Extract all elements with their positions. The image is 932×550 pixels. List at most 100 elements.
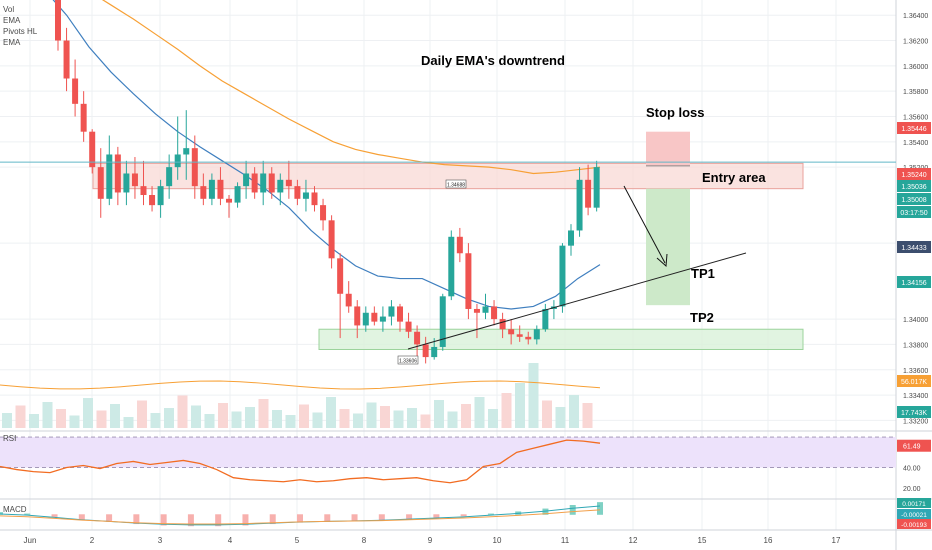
- macd-histogram-bar: [569, 505, 576, 515]
- macd-histogram-bar: [269, 514, 276, 525]
- signal-line: [0, 509, 601, 525]
- candle-body: [234, 186, 241, 203]
- ema-slow-line: [101, 0, 601, 175]
- y-tick-label: 1.35400: [903, 140, 928, 147]
- candle-body: [405, 321, 412, 332]
- candle-body: [533, 329, 540, 340]
- y-tick-label: 1.34000: [903, 317, 928, 324]
- price-tag: [897, 180, 931, 192]
- volume-bar: [353, 413, 363, 428]
- candle-body: [80, 103, 87, 132]
- legend-vol: Vol: [3, 5, 15, 14]
- ema-fast-line: [52, 0, 601, 310]
- candle-body: [251, 173, 258, 193]
- pivot-high-box: [445, 179, 467, 189]
- x-tick-label: 10: [493, 536, 502, 545]
- volume-bar: [272, 410, 282, 428]
- macd-histogram-bar: [242, 514, 249, 526]
- volume-bar: [326, 397, 336, 428]
- macd-histogram-bar: [460, 514, 467, 517]
- candle-body: [328, 220, 335, 259]
- ema-lines: [52, 0, 601, 310]
- volume-bar: [393, 410, 404, 428]
- axes: 1.36400 1.36200 1.36000 1.35800 1.35600 1.354…: [24, 13, 931, 545]
- take-profit-zone: [646, 188, 690, 306]
- candle-body: [388, 306, 395, 317]
- x-tick-label: 5: [295, 536, 300, 545]
- macd-histogram-bar: [106, 514, 113, 522]
- candle-body: [542, 308, 549, 330]
- volume-bar: [204, 414, 215, 428]
- macd-histogram-bar: [78, 514, 85, 520]
- candle-body: [397, 306, 403, 322]
- candle-body: [294, 186, 301, 199]
- volume-bar: [461, 404, 471, 428]
- macd-histogram-bar: [297, 514, 303, 523]
- volume-bar: [501, 393, 512, 428]
- y-tick-label: 1.33400: [903, 393, 928, 400]
- macd-histogram-bar: [433, 514, 440, 518]
- volume-bar: [164, 408, 174, 428]
- x-tick-label: 11: [561, 536, 570, 545]
- candle-body: [97, 167, 104, 199]
- volume-bar: [285, 415, 296, 428]
- pivot-low-box: [397, 355, 419, 365]
- candle-body: [320, 205, 327, 221]
- candle-body: [260, 173, 267, 193]
- volume-bar: [137, 400, 147, 428]
- candle-body: [140, 186, 147, 196]
- y-tick-label: 1.33600: [903, 368, 928, 375]
- volume-bar: [258, 399, 269, 428]
- candle-body: [208, 179, 215, 199]
- volume-bar: [474, 397, 485, 428]
- candle-body: [431, 346, 438, 358]
- rsi-band: [0, 437, 896, 468]
- x-tick-label: 16: [764, 536, 773, 545]
- macd-histogram-bar: [597, 502, 603, 515]
- macd-histogram-bar: [51, 514, 58, 517]
- volume-bar: [366, 402, 377, 428]
- candle-body: [414, 331, 421, 345]
- overlays: 1.34688 1.33606: [0, 161, 896, 365]
- arrow-head: [656, 253, 668, 268]
- candle-body: [439, 296, 446, 347]
- macd-histogram-bar: [187, 514, 194, 527]
- candle-body: [585, 179, 592, 208]
- candle-body: [277, 179, 284, 193]
- volume-bar: [177, 395, 188, 428]
- candle-body: [525, 336, 532, 340]
- candle-body: [345, 293, 352, 307]
- candle-body: [157, 186, 164, 206]
- price-tag-label: 1.34156: [901, 280, 926, 287]
- candle-body: [379, 316, 386, 322]
- candle-body: [516, 334, 523, 337]
- y-tick-label: 1.36400: [903, 13, 928, 20]
- x-tick-label: 4: [228, 536, 233, 545]
- price-tag-label: 1.35240: [901, 172, 926, 179]
- volume-bar: [380, 406, 390, 428]
- macd-tag-label: 0.00171: [902, 501, 926, 508]
- volume-bar: [542, 400, 552, 428]
- macd-tag-label: -0.00193: [901, 522, 927, 529]
- candle-body: [491, 306, 498, 320]
- candle-body: [508, 329, 515, 335]
- price-tag: [897, 122, 931, 134]
- candle-body: [354, 306, 361, 326]
- price-tag: [897, 206, 931, 218]
- candle-body: [174, 154, 181, 168]
- volume-bar: [15, 405, 26, 428]
- candle-body: [114, 154, 121, 193]
- rsi-pane: 61.49 40.00 20.00: [0, 436, 931, 493]
- volume-bar: [339, 409, 350, 428]
- rsi-tick-label: 20.00: [903, 486, 921, 493]
- candle-body: [89, 131, 96, 168]
- x-tick-label: 12: [629, 536, 638, 545]
- y-tick-label: 1.35800: [903, 89, 928, 96]
- y-tick-label: 1.36200: [903, 39, 928, 46]
- volume-bar: [569, 395, 579, 428]
- price-tag-label: 56.017K: [901, 379, 927, 386]
- price-tag-label: 17.743K: [901, 410, 927, 417]
- candle-body: [482, 306, 489, 313]
- candle-body: [55, 0, 61, 41]
